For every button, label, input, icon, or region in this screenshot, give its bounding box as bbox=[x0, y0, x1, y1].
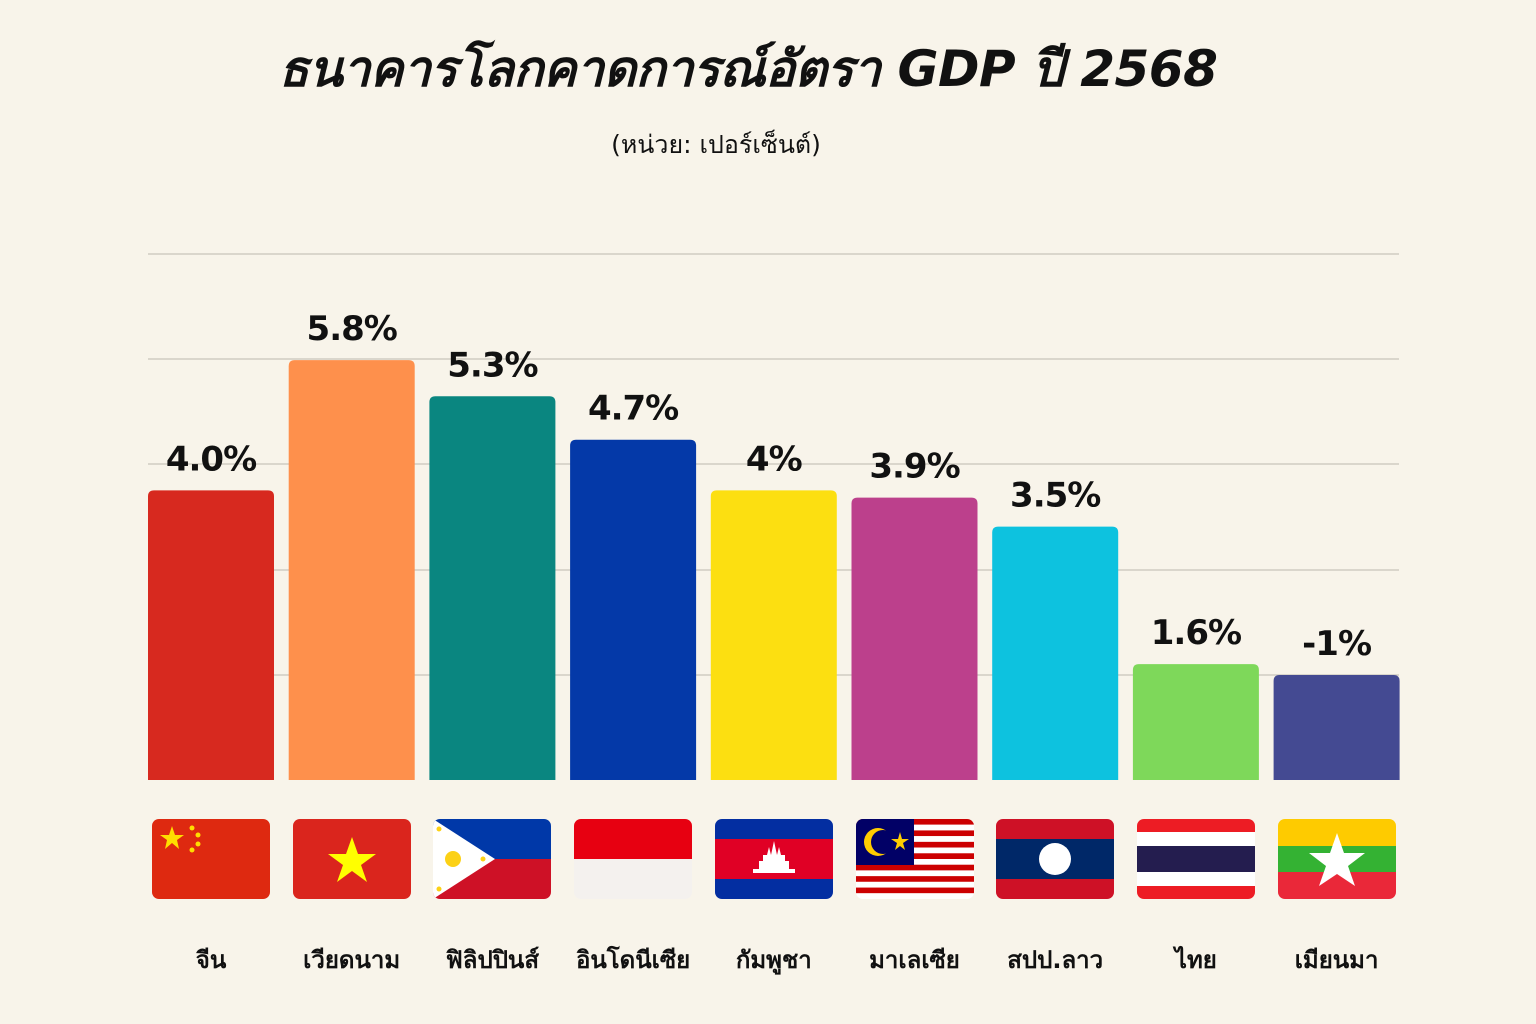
value-label: -1% bbox=[1302, 624, 1371, 664]
bar bbox=[288, 360, 415, 780]
chart-title: ธนาคารโลกคาดการณ์อัตรา GDP ปี 2568 bbox=[278, 40, 1218, 98]
bar bbox=[570, 439, 697, 780]
category-label: เวียดนาม bbox=[303, 946, 401, 974]
value-label: 1.6% bbox=[1151, 613, 1241, 653]
value-label: 3.9% bbox=[869, 447, 959, 487]
indonesia-flag-icon bbox=[574, 819, 693, 899]
category-label: สปป.ลาว bbox=[1007, 946, 1104, 974]
laos-flag-icon bbox=[996, 819, 1115, 899]
category-label: อินโดนีเซีย bbox=[575, 946, 691, 974]
cambodia-flag-icon bbox=[714, 819, 833, 899]
value-label: 3.5% bbox=[1010, 476, 1100, 516]
value-label: 4% bbox=[746, 439, 802, 479]
category-label: มาเลเซีย bbox=[869, 946, 960, 974]
myanmar-flag-icon bbox=[1277, 819, 1396, 899]
bar bbox=[148, 490, 274, 780]
category-label: ไทย bbox=[1174, 946, 1217, 974]
vietnam-flag-icon bbox=[292, 819, 411, 899]
bar bbox=[992, 526, 1119, 780]
philippines-flag-icon bbox=[433, 819, 552, 899]
malaysia-flag-icon bbox=[855, 819, 974, 899]
bar bbox=[1273, 675, 1400, 780]
bar bbox=[1132, 664, 1259, 780]
bar bbox=[851, 497, 978, 780]
value-label: 4.0% bbox=[166, 439, 256, 479]
category-label: จีน bbox=[195, 946, 227, 974]
chart-subtitle: (หน่วย: เปอร์เซ็นต์) bbox=[611, 130, 821, 159]
china-flag-icon bbox=[152, 819, 270, 899]
value-label: 4.7% bbox=[588, 389, 678, 429]
category-label: กัมพูชา bbox=[735, 946, 812, 974]
value-label: 5.8% bbox=[307, 309, 397, 349]
category-label: ฟิลิปปินส์ bbox=[445, 946, 539, 974]
bar bbox=[429, 396, 556, 780]
bar bbox=[710, 490, 837, 780]
value-label: 5.3% bbox=[447, 345, 537, 385]
thailand-flag-icon bbox=[1136, 819, 1255, 899]
category-label: เมียนมา bbox=[1294, 946, 1379, 974]
